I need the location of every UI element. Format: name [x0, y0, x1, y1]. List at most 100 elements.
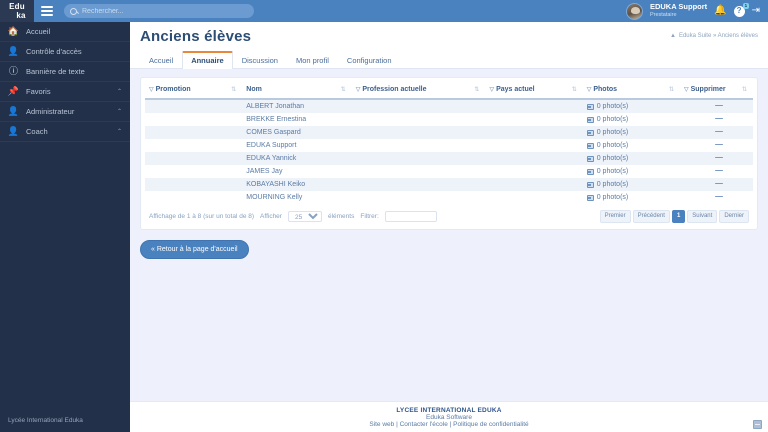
cell-nom[interactable]: COMES Gaspard: [246, 129, 301, 136]
sidebar-item-accueil[interactable]: 🏠 Accueil: [0, 22, 130, 42]
cell-supprimer[interactable]: [680, 99, 753, 113]
chevron-up-icon: ⌃: [116, 89, 122, 95]
cell-photos[interactable]: 0 photo(s): [583, 126, 680, 139]
pagination-page-1-button[interactable]: 1: [671, 210, 686, 223]
filter-icon: ▽: [586, 87, 592, 93]
eduka-logo[interactable]: Edu ka: [0, 0, 34, 22]
footer-link-site-web[interactable]: Site web: [369, 421, 395, 428]
cell-nom[interactable]: JAMES Jay: [246, 168, 283, 175]
photo-icon: [586, 194, 594, 201]
cell-nom[interactable]: KOBAYASHI Keiko: [246, 181, 306, 188]
directory-card: ▽ Promotion ⇅ Nom ⇅ ▽ Profession actuelle ⇅ ▽…: [140, 77, 758, 230]
column-header-nom[interactable]: Nom ⇅: [242, 82, 352, 100]
filter-label: Filtrer:: [360, 213, 379, 220]
cell-nom[interactable]: EDUKA Yannick: [246, 155, 297, 162]
help-question-glyph: ?: [733, 5, 745, 17]
cell-supprimer[interactable]: [680, 178, 753, 191]
photos-count: 0 photo(s): [596, 129, 629, 136]
cell-photos[interactable]: 0 photo(s): [583, 178, 680, 191]
cell-supprimer[interactable]: [680, 152, 753, 165]
table-row[interactable]: EDUKA Yannick 0 photo(s): [145, 152, 753, 165]
sort-icon[interactable]: ⇅: [668, 87, 674, 93]
table-row[interactable]: COMES Gaspard 0 photo(s): [145, 126, 753, 139]
table-row[interactable]: ALBERT Jonathan 0 photo(s): [145, 99, 753, 113]
column-header-promotion[interactable]: ▽ Promotion ⇅: [145, 82, 243, 100]
cell-profession: [352, 165, 486, 178]
pagination-next-button[interactable]: Suivant: [687, 210, 718, 223]
photo-icon: [586, 103, 594, 110]
table-row[interactable]: EDUKA Support 0 photo(s): [145, 139, 753, 152]
page-footer: LYCEE INTERNATIONAL EDUKA Eduka Software…: [130, 401, 768, 432]
photo-icon: [586, 155, 594, 162]
tab-accueil[interactable]: Accueil: [149, 56, 174, 65]
pagination-first-button[interactable]: Premier: [599, 210, 631, 223]
cell-supprimer[interactable]: [680, 126, 753, 139]
avatar[interactable]: [625, 2, 643, 20]
hamburger-menu-icon[interactable]: [34, 0, 60, 22]
column-header-photos[interactable]: ▽ Photos ⇅: [582, 82, 680, 100]
sidebar-item-favoris[interactable]: 📌 Favoris ⌃: [0, 82, 130, 102]
footer-link-contacter-lecole[interactable]: Contacter l'école: [399, 421, 448, 428]
photos-count: 0 photo(s): [596, 142, 629, 149]
topbar-right: EDUKA Support Prestataire 🔔 ? 1 ⇥: [625, 0, 768, 22]
pagination-previous-button[interactable]: Précédent: [632, 210, 670, 223]
sort-icon[interactable]: ⇅: [231, 87, 237, 93]
cell-photos[interactable]: 0 photo(s): [583, 139, 680, 152]
sidebar-item-coach[interactable]: 👤 Coach ⌃: [0, 122, 130, 142]
cell-nom[interactable]: EDUKA Support: [246, 142, 297, 149]
table-row[interactable]: JAMES Jay 0 photo(s): [145, 165, 753, 178]
cell-supprimer[interactable]: [680, 113, 753, 126]
back-to-home-button[interactable]: « Retour à la page d'accueil: [140, 240, 249, 259]
chevron-up-icon: ⌃: [116, 129, 122, 135]
table-row[interactable]: KOBAYASHI Keiko 0 photo(s): [145, 178, 753, 191]
table-head: ▽ Promotion ⇅ Nom ⇅ ▽ Profession actuelle ⇅ ▽…: [145, 82, 753, 100]
user-role: Prestataire: [649, 12, 677, 18]
tab-configuration[interactable]: Configuration: [346, 56, 392, 65]
cell-photos[interactable]: 0 photo(s): [583, 152, 680, 165]
sort-icon[interactable]: ⇅: [474, 87, 480, 93]
logout-icon[interactable]: ⇥: [751, 5, 760, 16]
help-icon[interactable]: ? 1: [733, 2, 749, 17]
sidebar-item-controle-dacces[interactable]: 👤 Contrôle d'accès: [0, 42, 130, 62]
user-info[interactable]: EDUKA Support Prestataire: [650, 3, 707, 19]
tab-mon-profil[interactable]: Mon profil: [295, 56, 329, 65]
cell-nom[interactable]: BREKKE Ernestina: [246, 116, 307, 123]
footer-link-politique-confidentialite[interactable]: Politique de confidentialité: [453, 421, 529, 428]
sidebar-item-administrateur[interactable]: 👤 Administrateur ⌃: [0, 102, 130, 122]
cell-promotion: [145, 152, 242, 165]
column-header-profession-actuelle[interactable]: ▽ Profession actuelle ⇅: [351, 82, 486, 100]
cell-photos[interactable]: 0 photo(s): [583, 99, 680, 113]
search-box[interactable]: [64, 4, 254, 18]
cell-photos[interactable]: 0 photo(s): [583, 113, 680, 126]
breadcrumb-text: Eduka Suite » Anciens élèves: [678, 33, 758, 39]
column-header-pays-actuel[interactable]: ▽ Pays actuel ⇅: [485, 82, 583, 100]
cell-photos[interactable]: 0 photo(s): [583, 165, 680, 178]
sidebar-item-label: Bannière de texte: [26, 67, 85, 76]
page-size-select[interactable]: 25: [287, 211, 322, 222]
cell-profession: [352, 99, 486, 113]
sort-icon[interactable]: ⇅: [340, 87, 346, 93]
pagination-last-button[interactable]: Dernier: [719, 210, 749, 223]
table-row[interactable]: BREKKE Ernestina 0 photo(s): [145, 113, 753, 126]
sidebar-item-banniere-de-texte[interactable]: ⓘ Bannière de texte: [0, 62, 130, 82]
column-label: Supprimer: [690, 86, 726, 93]
cell-supprimer[interactable]: [680, 191, 753, 204]
cell-supprimer[interactable]: [680, 139, 753, 152]
cell-photos[interactable]: 0 photo(s): [583, 191, 680, 204]
column-header-supprimer[interactable]: ▽ Supprimer ⇅: [679, 82, 753, 100]
cell-supprimer[interactable]: [680, 165, 753, 178]
tab-discussion[interactable]: Discussion: [241, 56, 278, 65]
resize-widget-icon[interactable]: [753, 420, 762, 429]
filter-input[interactable]: [384, 211, 437, 222]
sidebar-nav: 🏠 Accueil 👤 Contrôle d'accès ⓘ Bannière …: [0, 22, 130, 142]
cell-nom[interactable]: MOURNING Kelly: [246, 194, 303, 201]
info-icon: ⓘ: [8, 66, 18, 76]
sort-icon[interactable]: ⇅: [571, 87, 577, 93]
tab-annuaire[interactable]: Annuaire: [182, 51, 233, 69]
table-row[interactable]: MOURNING Kelly 0 photo(s): [145, 191, 753, 204]
cell-promotion: [145, 113, 242, 126]
notifications-bell-icon[interactable]: 🔔: [714, 5, 727, 16]
search-input[interactable]: [82, 7, 248, 15]
sort-icon[interactable]: ⇅: [741, 87, 747, 93]
cell-nom[interactable]: ALBERT Jonathan: [246, 103, 304, 110]
